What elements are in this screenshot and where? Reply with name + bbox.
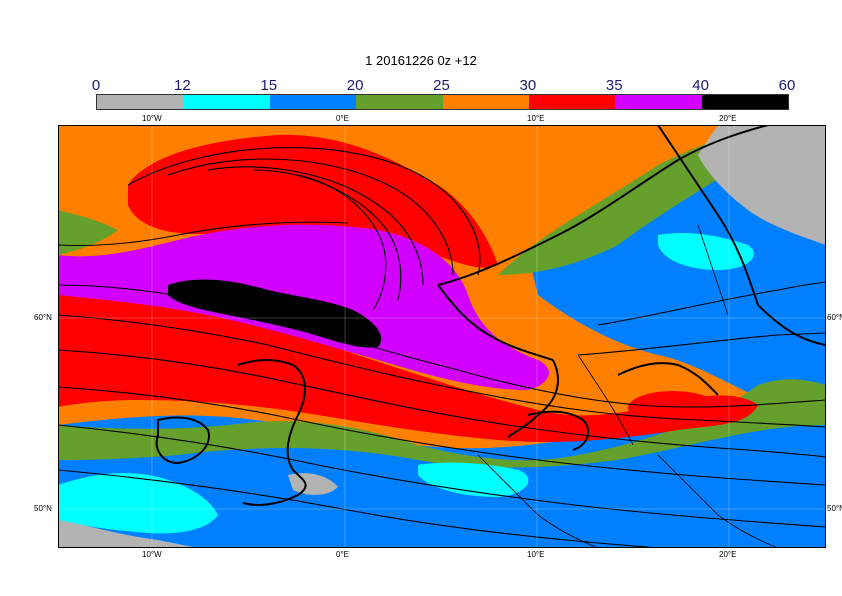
lon-label-bottom: 0°E bbox=[336, 550, 349, 559]
colorbar bbox=[96, 94, 789, 110]
borders bbox=[477, 224, 779, 548]
field-green-west bbox=[58, 210, 118, 255]
colorbar-label: 40 bbox=[692, 77, 709, 94]
field-red-baltic bbox=[628, 391, 718, 425]
colorbar-label: 30 bbox=[519, 77, 537, 94]
graticule bbox=[58, 125, 826, 548]
field-cyan-southeast bbox=[418, 462, 529, 497]
figure-title: 1 20161226 0z +12 bbox=[365, 53, 477, 68]
lat-label-left: 60°N bbox=[34, 313, 52, 322]
field-cyan-west bbox=[58, 473, 218, 534]
colorbar-label: 25 bbox=[433, 77, 450, 94]
lon-label-bottom: 10°E bbox=[527, 550, 545, 559]
isobars bbox=[58, 147, 826, 548]
lon-label-top: 20°E bbox=[719, 114, 737, 123]
field-cyan-east bbox=[658, 233, 754, 270]
colorbar-segment bbox=[183, 95, 270, 109]
lon-label-bottom: 10°W bbox=[142, 550, 162, 559]
lon-label-top: 0°E bbox=[336, 114, 349, 123]
map-frame bbox=[58, 125, 826, 548]
colorbar-segment bbox=[356, 95, 443, 109]
field-green-south bbox=[58, 379, 826, 468]
colorbar-segment bbox=[701, 95, 788, 109]
lat-label-right: 50°N bbox=[827, 504, 842, 513]
colorbar-label: 12 bbox=[174, 77, 191, 94]
lon-label-bottom: 20°E bbox=[719, 550, 737, 559]
field-grey-northeast bbox=[698, 125, 826, 245]
field-black-core bbox=[168, 279, 382, 348]
field-grey-south bbox=[58, 520, 198, 548]
colorbar-label: 15 bbox=[260, 77, 278, 94]
colorbar-segment bbox=[269, 95, 357, 109]
lon-label-top: 10°E bbox=[527, 114, 545, 123]
colorbar-label: 35 bbox=[605, 77, 623, 94]
colorbar-segment bbox=[97, 95, 184, 109]
colorbar-labels: 0 12 15 20 25 30 35 40 60 bbox=[92, 77, 796, 94]
colorbar-segment bbox=[442, 95, 529, 109]
colorbar-label: 60 bbox=[778, 77, 796, 94]
wind-gust-map bbox=[58, 125, 826, 548]
lat-label-left: 50°N bbox=[34, 504, 52, 513]
colorbar-label: 20 bbox=[346, 77, 364, 94]
lon-label-top: 10°W bbox=[142, 114, 162, 123]
colorbar-segment bbox=[615, 95, 702, 109]
colorbar-label: 0 bbox=[91, 77, 101, 94]
coastlines bbox=[155, 125, 826, 506]
colorbar-segment bbox=[528, 95, 616, 109]
lat-label-right: 60°N bbox=[827, 313, 842, 322]
